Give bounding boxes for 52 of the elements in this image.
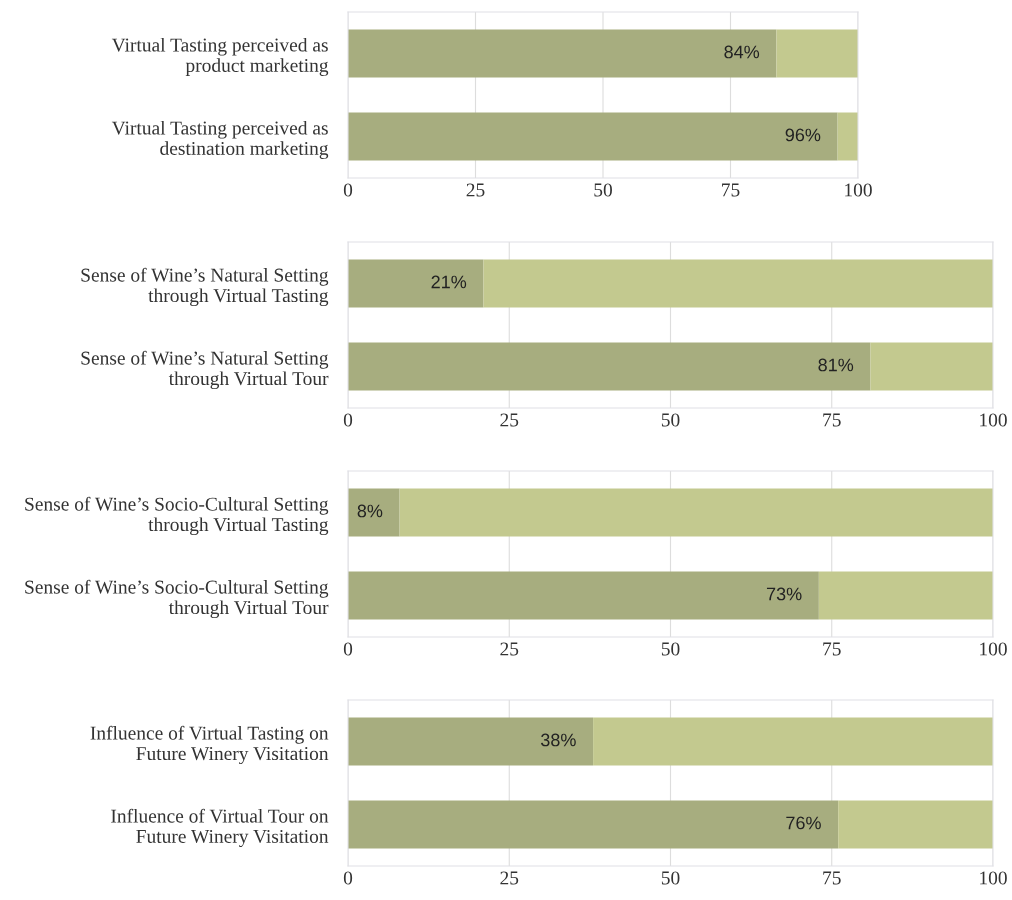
data-label: 84% (724, 45, 760, 59)
x-tick-label: 0 (343, 871, 353, 885)
bar (870, 342, 993, 391)
y-tick-label: Sense of Wine’s Natural Setting through Virtual Tasting (81, 267, 329, 307)
x-tick-label: 25 (500, 871, 519, 885)
x-tick-label: 100 (845, 183, 872, 197)
x-tick-label: 50 (661, 871, 680, 885)
bar (593, 717, 993, 766)
x-tick-label: 25 (500, 413, 519, 427)
x-tick-label: 50 (661, 642, 680, 656)
data-label: 21% (431, 275, 467, 289)
bar (348, 571, 819, 620)
x-tick-label: 0 (343, 413, 353, 427)
data-label: 76% (786, 816, 821, 830)
bar (348, 800, 839, 849)
bar (837, 112, 858, 161)
x-tick-label: 100 (980, 871, 1007, 885)
bar (348, 342, 871, 391)
y-tick-label: Sense of Wine’s Socio-Cultural Setting through Virtual Tasting (25, 496, 329, 536)
bar (818, 571, 993, 620)
bar (348, 488, 400, 537)
bar (776, 29, 858, 78)
data-label: 96% (785, 128, 821, 142)
x-tick-label: 75 (823, 642, 841, 656)
data-label: 8% (357, 504, 383, 518)
y-tick-label: Influence of Virtual Tour on Future Winery Visitation (111, 808, 329, 847)
bar (348, 29, 777, 78)
y-tick-label: Influence of Virtual Tasting on Future Winery Visitation (90, 725, 329, 765)
x-tick-label: 50 (594, 183, 612, 197)
x-tick-label: 75 (722, 183, 740, 197)
x-tick-label: 100 (980, 413, 1007, 427)
bar (838, 800, 993, 849)
y-tick-label: Virtual Tasting perceived as destination marketing (111, 120, 329, 159)
bar (483, 259, 993, 308)
x-tick-label: 25 (500, 642, 519, 656)
y-tick-label: Sense of Wine’s Natural Setting through Virtual Tour (81, 350, 329, 390)
x-tick-label: 75 (823, 413, 841, 427)
x-tick-label: 100 (980, 642, 1007, 656)
data-label: 81% (818, 358, 854, 372)
x-tick-label: 0 (343, 183, 353, 197)
x-tick-label: 50 (661, 413, 680, 427)
x-tick-label: 0 (343, 642, 353, 656)
bar (348, 259, 484, 308)
bar (348, 112, 838, 161)
bar (348, 717, 594, 766)
y-tick-label: Sense of Wine’s Socio-Cultural Setting through Virtual Tour (25, 579, 329, 619)
x-tick-label: 25 (466, 183, 485, 197)
data-label: 73% (766, 587, 802, 601)
x-tick-label: 75 (823, 871, 841, 885)
bar (399, 488, 993, 537)
y-tick-label: Virtual Tasting perceived as product marketing (111, 37, 329, 76)
data-label: 38% (540, 733, 576, 747)
